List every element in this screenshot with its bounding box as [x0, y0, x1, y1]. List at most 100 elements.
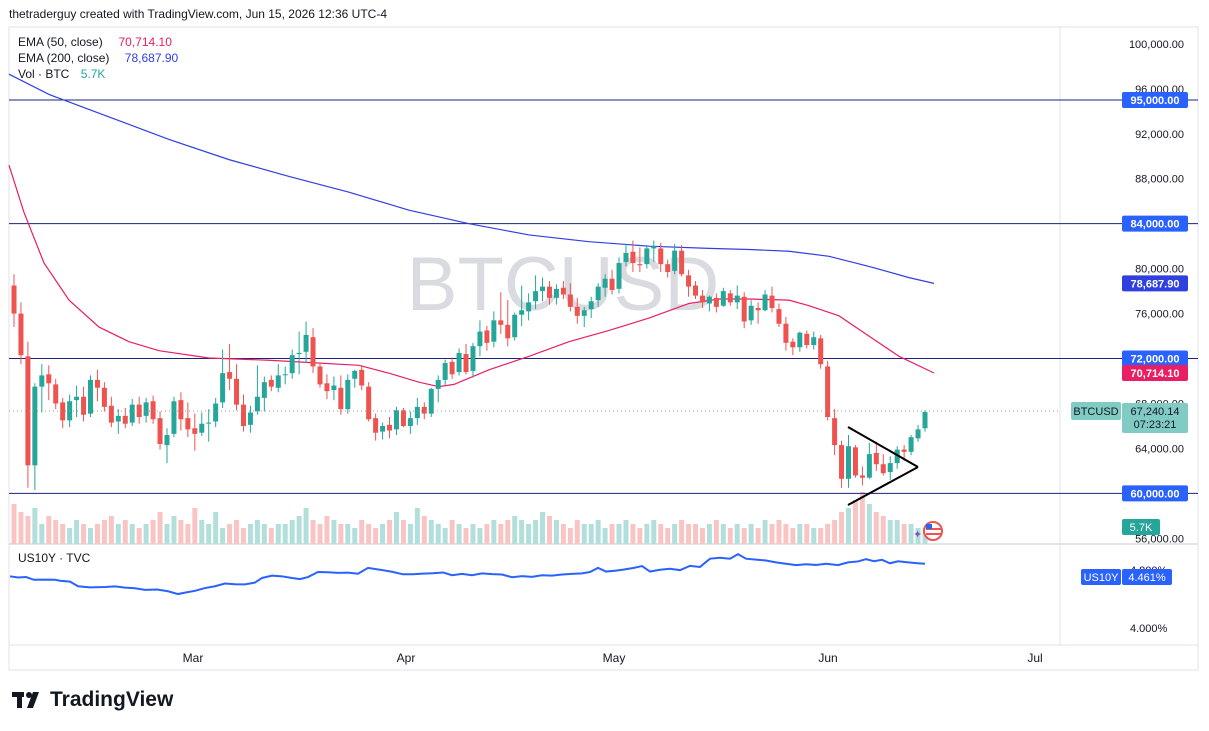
volume-bar: [630, 524, 636, 544]
volume-bar: [651, 520, 657, 544]
volume-bar: [477, 528, 483, 544]
volume-bar: [560, 524, 566, 544]
candle-body: [81, 396, 87, 415]
volume-bar: [901, 524, 907, 544]
triangle-pattern-drawing[interactable]: [847, 426, 919, 506]
candle-body: [199, 423, 205, 433]
volume-bar: [400, 520, 406, 544]
candle-body: [644, 248, 650, 265]
triangle-lower-trendline[interactable]: [847, 466, 919, 506]
volume-bar: [644, 524, 650, 544]
candle-body: [894, 449, 900, 464]
volume-bar: [32, 508, 38, 544]
volume-bar: [164, 524, 170, 544]
candle-body: [553, 288, 559, 298]
volume-bar: [227, 524, 233, 544]
us10y-value-badge: 4.461%: [1128, 572, 1166, 584]
volume-bar: [296, 516, 302, 544]
volume-bar: [769, 524, 775, 544]
volume-bar: [393, 512, 399, 544]
candle-body: [922, 412, 928, 429]
candle-body: [811, 337, 817, 346]
volume-bar: [574, 520, 580, 544]
level-label-bg-5: [1122, 485, 1188, 502]
candle-body: [818, 338, 824, 365]
candle-body: [393, 410, 399, 430]
candle-body: [769, 295, 775, 308]
sparkle-icon[interactable]: ✦: [913, 529, 922, 541]
volume-bar: [699, 528, 705, 544]
candle-body: [345, 379, 351, 410]
volume-bar: [804, 524, 810, 544]
volume-bar: [623, 520, 629, 544]
volume-bar: [790, 528, 796, 544]
volume-bar: [818, 528, 824, 544]
candle-body: [164, 434, 170, 446]
candle-body: [720, 291, 726, 306]
candle-body: [873, 452, 879, 465]
volume-bar: [713, 520, 719, 544]
volume-bar: [491, 520, 497, 544]
volume-bar: [595, 520, 601, 544]
volume-bar: [254, 520, 260, 544]
volume-bar: [435, 524, 441, 544]
volume-bar: [665, 528, 671, 544]
last-price-badge-bg: [1122, 403, 1188, 433]
candle-body: [247, 412, 253, 425]
volume-bar: [602, 528, 608, 544]
triangle-upper-trendline[interactable]: [847, 426, 919, 468]
candle-body: [115, 415, 121, 422]
volume-bar: [136, 528, 142, 544]
price-tick-2: 92,000.00: [1135, 129, 1184, 141]
volume-bar: [762, 520, 768, 544]
horizontal-levels-group: [9, 99, 1198, 494]
price-tick-0: 100,000.00: [1129, 39, 1184, 51]
level-label-5: 60,000.00: [1131, 488, 1180, 500]
legend-name-0: EMA (50, close): [18, 35, 103, 49]
candle-body: [783, 323, 789, 343]
candle-body: [658, 248, 664, 265]
volume-bar: [553, 520, 559, 544]
economic-events-icon[interactable]: ✦: [913, 521, 943, 541]
volume-bars-group: [11, 492, 928, 544]
candle-body: [171, 401, 177, 434]
price-tick-5: 76,000.00: [1135, 309, 1184, 321]
volume-bar: [470, 524, 476, 544]
x-tick-may: May: [603, 651, 626, 665]
volume-bar: [275, 524, 281, 544]
candle-body: [101, 387, 107, 407]
candle-body: [686, 275, 692, 287]
volume-bar: [741, 528, 747, 544]
candle-body: [463, 354, 469, 373]
candle-body: [915, 429, 921, 439]
candle-body: [595, 286, 601, 301]
candle-body: [456, 352, 462, 373]
price-tick-7: 64,000.00: [1135, 443, 1184, 455]
volume-bar: [157, 512, 163, 544]
us10y-symbol-badge-bg: [1081, 569, 1121, 585]
level-label-2: 78,687.90: [1131, 278, 1180, 290]
volume-bar: [428, 520, 434, 544]
legend-value-1: 78,687.90: [125, 51, 179, 65]
candle-body: [421, 406, 427, 414]
us-flag-stripes: [926, 528, 941, 530]
ema50-line: [8, 165, 935, 388]
ema200-line: [8, 73, 935, 284]
candle-body: [581, 310, 587, 316]
volume-bar: [546, 516, 552, 544]
price-tick-3: 88,000.00: [1135, 174, 1184, 186]
candle-body: [630, 251, 636, 264]
volume-bar: [706, 524, 712, 544]
candle-body: [373, 418, 379, 433]
volume-bar: [414, 508, 420, 544]
volume-bar: [519, 520, 525, 544]
volume-bar: [679, 520, 685, 544]
candle-body: [435, 379, 441, 389]
us-flag-stripes-2: [926, 533, 941, 535]
volume-bar: [588, 524, 594, 544]
candle-body: [546, 286, 552, 298]
volume-bar: [456, 524, 462, 544]
last-price-value: 67,240.14: [1131, 406, 1180, 418]
candle-body: [185, 418, 191, 430]
